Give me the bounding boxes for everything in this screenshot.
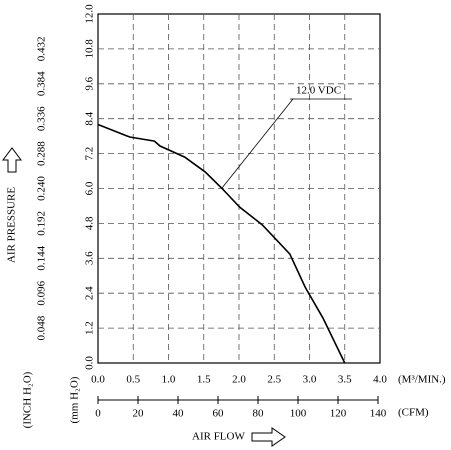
y-tick-label: 1.2 [84, 321, 96, 335]
y-unit: (mm H₂O) [69, 376, 81, 423]
y-tick-label: 0.0 [84, 356, 96, 370]
x-tick-label: 0.5 [126, 374, 140, 386]
y2-tick-label: 0.192 [36, 211, 48, 236]
x-tick-label: 4.0 [373, 374, 387, 386]
x2-tick-label: 140 [370, 408, 387, 420]
annotation: 12.0 VDC [296, 85, 341, 97]
x2-tick-label: 40 [173, 408, 185, 420]
y2-tick-label: 0.336 [36, 106, 48, 131]
y-tick-label: 12.0 [84, 4, 96, 24]
x2-tick-label: 60 [213, 408, 225, 420]
y2-tick-label: 0.432 [36, 37, 48, 62]
x-tick-label: 2.0 [232, 374, 246, 386]
y2-tick-label: 0.048 [36, 315, 48, 340]
x-tick-label: 3.5 [338, 374, 352, 386]
y2-tick-label: 0.240 [36, 176, 48, 201]
y-tick-label: 10.8 [84, 39, 96, 59]
y-tick-label: 9.6 [84, 76, 96, 90]
x-label: AIR FLOW [192, 431, 245, 443]
x-tick-label: 1.5 [197, 374, 211, 386]
right-arrow [251, 427, 286, 447]
x2-tick-label: 120 [330, 408, 347, 420]
x-tick-label: 3.0 [303, 374, 317, 386]
y2-unit: (INCH H₂O) [22, 371, 34, 428]
x-tick-label: 2.5 [267, 374, 281, 386]
y-tick-label: 8.4 [84, 111, 96, 125]
y-tick-label: 6.0 [84, 181, 96, 195]
y-tick-label: 4.8 [84, 216, 96, 230]
y2-tick-label: 0.096 [36, 280, 48, 305]
y-tick-label: 7.2 [84, 147, 96, 161]
x2-tick-label: 0 [95, 408, 101, 420]
y-label: AIR PRESSURE [6, 187, 18, 263]
x-tick-label: 1.0 [162, 374, 176, 386]
x-unit: (M³/MIN.) [398, 374, 446, 386]
y-tick-label: 2.4 [84, 286, 96, 300]
y2-tick-label: 0.384 [36, 71, 48, 96]
x2-tick-label: 80 [253, 408, 265, 420]
y2-tick-label: 0.288 [36, 141, 48, 166]
y2-tick-label: 0.144 [36, 245, 48, 270]
x2-tick-label: 100 [290, 408, 307, 420]
x2-unit: (CFM) [398, 407, 429, 419]
x2-tick-label: 20 [133, 408, 145, 420]
curve [97, 123, 346, 364]
y-tick-label: 3.6 [84, 251, 96, 265]
x-tick-label: 0.0 [91, 374, 105, 386]
leader-line [221, 98, 294, 189]
up-arrow [2, 147, 22, 173]
